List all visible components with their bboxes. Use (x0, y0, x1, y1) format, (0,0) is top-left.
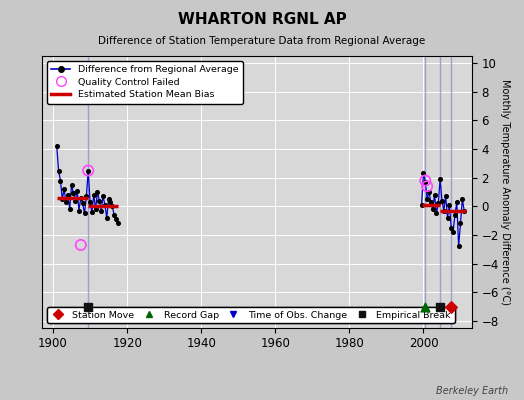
Point (108, 203, 116, 210)
Point (421, 179, 430, 185)
Point (423, 196, 431, 202)
Point (423, 183, 431, 190)
Point (97, 208, 105, 214)
Text: Difference of Station Temperature Data from Regional Average: Difference of Station Temperature Data f… (99, 36, 425, 46)
Point (418, 202, 426, 208)
Y-axis label: Monthly Temperature Anomaly Difference (°C): Monthly Temperature Anomaly Difference (… (500, 79, 510, 305)
Point (432, 210, 441, 217)
Point (63, 192, 72, 198)
Point (103, 214, 111, 221)
Point (434, 200, 442, 207)
Point (60, 186, 68, 192)
Point (451, 212, 459, 218)
Point (92, 206, 100, 212)
Point (99, 193, 107, 200)
Point (421, 177, 430, 184)
Point (430, 192, 439, 198)
Point (71, 197, 80, 204)
Point (101, 202, 109, 208)
Point (456, 220, 465, 227)
Point (447, 224, 455, 231)
Point (442, 193, 450, 200)
Text: WHARTON RGNL AP: WHARTON RGNL AP (178, 12, 346, 27)
Point (86, 199, 94, 205)
Point (77, 194, 85, 201)
Point (80, 210, 89, 217)
Point (79, 200, 87, 207)
Point (458, 196, 466, 202)
Point (95, 197, 104, 204)
Point (440, 208, 448, 214)
Point (419, 170, 428, 176)
Point (112, 216, 120, 222)
Point (62, 199, 70, 205)
Point (58, 196, 67, 202)
Point (425, 189, 433, 195)
Point (82, 193, 91, 200)
Point (84, 167, 92, 174)
Point (114, 220, 122, 227)
Point (54, 167, 63, 174)
Point (429, 206, 437, 212)
Point (454, 243, 463, 250)
Text: Berkeley Earth: Berkeley Earth (436, 386, 508, 396)
Point (421, 303, 430, 310)
Point (84, 167, 92, 174)
Legend: Station Move, Record Gap, Time of Obs. Change, Empirical Break: Station Move, Record Gap, Time of Obs. C… (47, 307, 455, 323)
Point (436, 303, 444, 310)
Point (460, 208, 468, 214)
Point (436, 176, 444, 182)
Point (52, 143, 61, 149)
Point (88, 209, 96, 215)
Point (56, 177, 64, 184)
Point (453, 199, 461, 205)
Point (69, 190, 78, 197)
Point (68, 182, 76, 188)
Point (427, 199, 435, 205)
Point (75, 208, 83, 214)
Point (449, 229, 457, 235)
Point (438, 197, 446, 204)
Point (66, 206, 74, 212)
Point (447, 303, 455, 310)
Point (106, 199, 115, 205)
Point (90, 192, 98, 198)
Point (445, 202, 454, 208)
Point (84, 303, 92, 310)
Point (93, 189, 102, 195)
Point (443, 214, 452, 221)
Point (77, 242, 85, 248)
Point (110, 212, 118, 218)
Point (104, 196, 113, 202)
Point (73, 187, 81, 194)
